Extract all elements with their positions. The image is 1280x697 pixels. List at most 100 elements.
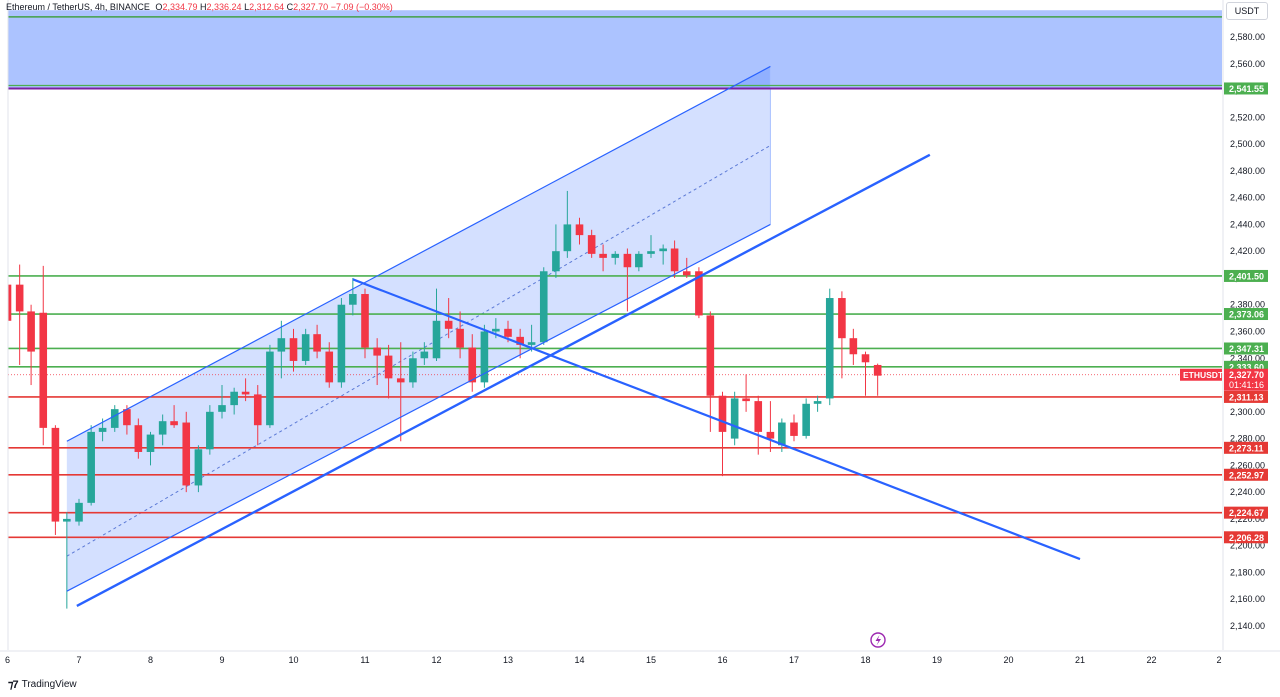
candle-body[interactable] xyxy=(790,422,798,436)
candle-body[interactable] xyxy=(337,304,346,383)
level-label-red[interactable]: 2,224.67 xyxy=(1229,508,1264,518)
candle-body[interactable] xyxy=(39,312,48,428)
candle-body[interactable] xyxy=(659,248,667,252)
symbol-tag-bg[interactable] xyxy=(1180,368,1222,381)
candle-body[interactable] xyxy=(51,427,60,522)
level-label-green[interactable]: 2,541.55 xyxy=(1229,84,1264,94)
candle-body[interactable] xyxy=(420,351,429,359)
candle-body[interactable] xyxy=(539,271,548,343)
candle-body[interactable] xyxy=(289,338,298,361)
level-label-red-bg[interactable] xyxy=(1224,506,1268,519)
candle-body[interactable] xyxy=(301,334,310,361)
candle-body[interactable] xyxy=(182,422,191,486)
candle-body[interactable] xyxy=(98,427,107,432)
level-label-green[interactable]: 2,373.06 xyxy=(1229,310,1264,320)
candle-body[interactable] xyxy=(552,251,560,272)
ascending-trendline[interactable] xyxy=(76,153,931,607)
candle-body[interactable] xyxy=(456,328,464,348)
candle-body[interactable] xyxy=(266,351,274,426)
tradingview-logo-icon[interactable]: ⁊7 xyxy=(8,679,19,691)
candle-body[interactable] xyxy=(730,398,739,439)
level-label-red-bg[interactable] xyxy=(1224,390,1268,403)
level-label-green[interactable]: 2,333.60 xyxy=(1229,362,1264,372)
candle-body[interactable] xyxy=(146,434,155,452)
level-label-green-bg[interactable] xyxy=(1224,308,1268,321)
candle-body[interactable] xyxy=(373,347,381,356)
candle-body[interactable] xyxy=(134,425,143,452)
candle-body[interactable] xyxy=(802,403,810,436)
level-label-red[interactable]: 2,252.97 xyxy=(1229,470,1264,480)
candle-body[interactable] xyxy=(444,320,453,329)
candle-body[interactable] xyxy=(754,401,763,432)
candle-body[interactable] xyxy=(682,271,691,276)
candle-body[interactable] xyxy=(409,358,417,383)
candle-body[interactable] xyxy=(110,409,119,428)
candle-body[interactable] xyxy=(158,421,167,435)
candle-body[interactable] xyxy=(63,518,71,522)
candle-body[interactable] xyxy=(706,315,715,396)
channel-upper-line[interactable] xyxy=(66,65,771,442)
candle-body[interactable] xyxy=(349,294,357,305)
candle-body[interactable] xyxy=(647,251,655,254)
level-label-green-bg[interactable] xyxy=(1224,82,1268,95)
level-label-red[interactable]: 2,206.28 xyxy=(1229,533,1264,543)
candle-body[interactable] xyxy=(384,355,393,379)
candle-body[interactable] xyxy=(87,431,95,503)
candle-body[interactable] xyxy=(170,421,178,426)
candle-body[interactable] xyxy=(468,347,477,383)
candle-body[interactable] xyxy=(599,253,607,258)
candle-body[interactable] xyxy=(480,331,489,383)
candle-body[interactable] xyxy=(123,409,131,426)
lightning-event-icon[interactable] xyxy=(870,632,886,648)
level-label-green[interactable]: 2,347.31 xyxy=(1229,344,1264,354)
candle-body[interactable] xyxy=(230,391,238,406)
candle-body[interactable] xyxy=(277,338,286,352)
candle-body[interactable] xyxy=(27,311,35,352)
candle-body[interactable] xyxy=(635,253,643,268)
level-label-red-bg[interactable] xyxy=(1224,441,1268,454)
candle-body[interactable] xyxy=(504,328,512,337)
level-label-green[interactable]: 2,401.50 xyxy=(1229,271,1264,281)
candle-body[interactable] xyxy=(432,320,441,359)
candle-body[interactable] xyxy=(587,235,596,254)
candle-body[interactable] xyxy=(218,405,226,412)
candle-body[interactable] xyxy=(575,224,584,236)
brand-name[interactable]: TradingView xyxy=(21,679,77,690)
candle-body[interactable] xyxy=(838,298,846,339)
candle-body[interactable] xyxy=(15,284,24,312)
candle-body[interactable] xyxy=(75,502,83,522)
candle-body[interactable] xyxy=(253,394,262,426)
candle-body[interactable] xyxy=(611,253,620,258)
candle-body[interactable] xyxy=(825,298,834,399)
currency-button[interactable]: USDT xyxy=(1226,2,1268,20)
level-label-green-bg[interactable] xyxy=(1224,269,1268,282)
current-price-tag-bg[interactable] xyxy=(1224,368,1268,391)
candle-body[interactable] xyxy=(873,364,882,376)
candle-body[interactable] xyxy=(861,354,870,363)
candle-body[interactable] xyxy=(563,224,572,252)
candle-body[interactable] xyxy=(849,338,858,355)
candle-body[interactable] xyxy=(670,248,679,272)
candle-body[interactable] xyxy=(492,328,500,332)
candle-body[interactable] xyxy=(396,378,405,383)
channel-lower-line[interactable] xyxy=(66,223,771,592)
level-label-red[interactable]: 2,273.11 xyxy=(1229,443,1264,453)
candle-body[interactable] xyxy=(194,449,203,486)
level-label-red-bg[interactable] xyxy=(1224,468,1268,481)
candle-body[interactable] xyxy=(766,431,775,439)
time-axis[interactable]: 6 7 8 9 10 11 12 13 14 15 16 17 18 19 20 21 22 2 xyxy=(0,0,1280,665)
candle-body[interactable] xyxy=(4,284,12,321)
candle-body[interactable] xyxy=(813,401,822,404)
candle-body[interactable] xyxy=(206,411,214,450)
level-label-red[interactable]: 2,311.13 xyxy=(1229,392,1264,402)
candle-body[interactable] xyxy=(527,342,536,345)
candle-body[interactable] xyxy=(361,294,369,348)
candle-body[interactable] xyxy=(516,336,524,345)
plot-area[interactable] xyxy=(4,10,1222,648)
candle-body[interactable] xyxy=(778,422,786,446)
candle-body[interactable] xyxy=(623,253,632,268)
level-label-green-bg[interactable] xyxy=(1224,342,1268,355)
candle-body[interactable] xyxy=(695,271,703,316)
level-label-red-bg[interactable] xyxy=(1224,531,1268,544)
